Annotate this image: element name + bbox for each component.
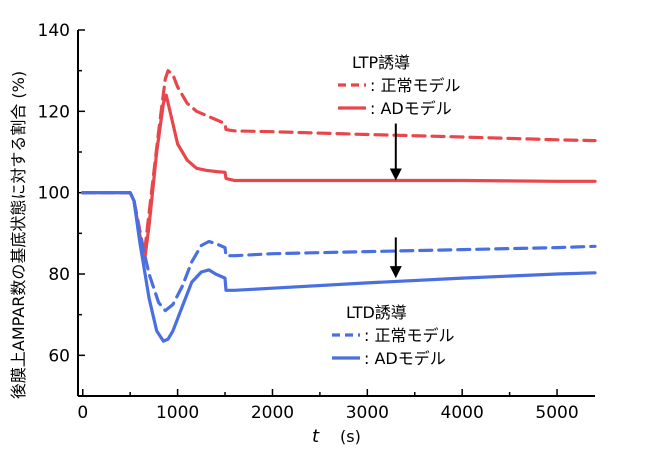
y-tick-label: 60	[48, 346, 70, 366]
legend: LTP誘導 : 正常モデル : ADモデル LTD誘導 : 正常モデル : ADモデル	[332, 53, 460, 368]
legend-group-ltd: LTD誘導 : 正常モデル : ADモデル	[332, 303, 454, 368]
legend-entry-label: : ADモデル	[370, 99, 452, 118]
y-axis-title: 後膜上AMPAR数の基底状態に対する割合 (%)	[9, 71, 28, 399]
series-line-ltd-ad	[81, 191, 597, 343]
legend-title: LTP誘導	[352, 53, 410, 72]
series-line-ltd-normal	[81, 191, 597, 313]
legend-title: LTD誘導	[346, 303, 407, 322]
legend-group-ltp: LTP誘導 : 正常モデル : ADモデル	[338, 53, 460, 118]
y-tick-label: 100	[38, 184, 70, 204]
arrow-head	[389, 266, 402, 279]
x-tick-label: 2000	[251, 403, 294, 423]
y-tick-label: 80	[48, 265, 70, 285]
series-lines	[81, 69, 597, 343]
y-tick-label: 120	[38, 102, 70, 122]
series-line-ltp-ad	[81, 93, 597, 264]
arrow-head	[389, 168, 402, 181]
x-axis-title: t	[312, 426, 320, 447]
x-tick-label: 5000	[535, 403, 578, 423]
legend-entry-label: : 正常モデル	[370, 76, 460, 95]
annotations	[389, 123, 402, 279]
x-tick-label: 0	[77, 403, 88, 423]
x-tick-label: 3000	[346, 403, 389, 423]
series-line-ltp-normal	[81, 69, 597, 256]
y-tick-label: 140	[38, 21, 70, 41]
legend-entry-label: : 正常モデル	[364, 326, 454, 345]
x-tick-label: 4000	[441, 403, 484, 423]
x-axis-unit: (s)	[340, 427, 361, 446]
legend-entry-label: : ADモデル	[364, 349, 446, 368]
axes: 60 80 100 120 140 0 1000 2000 3000 4000 5000	[38, 21, 595, 423]
x-tick-label: 1000	[156, 403, 199, 423]
